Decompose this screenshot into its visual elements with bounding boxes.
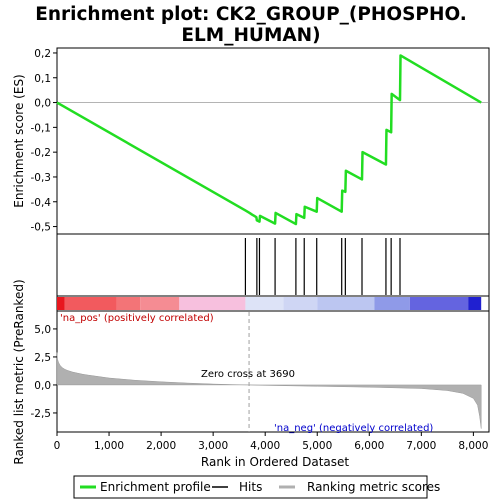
enrichment-profile <box>56 54 482 226</box>
pos-corr-label: 'na_pos' (positively correlated) <box>60 313 214 324</box>
legend-profile-label: Enrichment profile <box>100 480 211 494</box>
es-y-tick-label: -0,3 <box>31 172 52 184</box>
es-y-tick-label: 0,1 <box>34 73 51 85</box>
heatmap-segment <box>64 297 117 310</box>
ranking-metric-fill <box>56 352 482 429</box>
es-y-tick-label: -0,5 <box>31 222 52 234</box>
x-tick-label: 0 <box>54 440 61 452</box>
x-tick-label: 8,000 <box>458 440 488 452</box>
hits <box>244 238 401 295</box>
x-tick-label: 5,000 <box>302 440 332 452</box>
legend: Enrichment profile Hits Ranking metric s… <box>73 475 440 499</box>
es-y-tick-label: -0,4 <box>31 197 52 209</box>
enrichment-profile-line <box>56 54 482 226</box>
es-y-tick-label: -0,2 <box>31 147 52 159</box>
heatmap-segment <box>116 297 141 310</box>
es-y-tick-label: 0,0 <box>34 98 51 110</box>
metric-y-tick-label: 2,5 <box>34 352 51 364</box>
neg-corr-label: 'na_neg' (negatively correlated) <box>274 423 433 434</box>
heatmap-segment <box>374 297 410 310</box>
heatmap-segment <box>468 297 482 310</box>
x-tick-label: 7,000 <box>406 440 436 452</box>
metric-y-tick-label: 5,0 <box>34 324 51 336</box>
hits-panel-frame <box>56 233 490 297</box>
zero-cross-label: Zero cross at 3690 <box>201 369 295 380</box>
x-tick-label: 6,000 <box>354 440 384 452</box>
legend-hits-label: Hits <box>239 480 262 494</box>
heatmap-segment <box>245 297 284 310</box>
heatmap-segment <box>57 297 65 310</box>
chart-title-line-1: Enrichment plot: CK2_GROUP_(PHOSPHO. <box>35 4 467 25</box>
ranking-metric-area <box>56 352 482 429</box>
legend-metric-label: Ranking metric scores <box>307 480 440 494</box>
es-y-tick-label: 0,2 <box>34 48 51 60</box>
heatmap-segment <box>409 297 469 310</box>
es-y-tick-label: -0,1 <box>31 122 52 134</box>
metric-y-tick-label: -2,5 <box>31 408 52 420</box>
metric-y-tick-label: 0,0 <box>34 380 51 392</box>
heatmap-segment <box>179 297 246 310</box>
ranked-heatmap <box>57 297 482 310</box>
x-axis: 0 1,000 2,000 3,000 4,000 5,000 6,000 7,000 8,00… <box>54 432 488 452</box>
es-y-axis: 0,2 0,1 0,0 -0,1 -0,2 -0,3 -0,4 -0,5 <box>31 48 57 234</box>
heatmap-segment <box>283 297 318 310</box>
x-axis-label: Rank in Ordered Dataset <box>201 455 349 469</box>
chart-title-line-2: ELM_HUMAN) <box>181 25 320 46</box>
metric-y-axis: 5,0 2,5 0,0 -2,5 <box>31 324 57 420</box>
x-tick-label: 2,000 <box>146 440 176 452</box>
x-tick-label: 1,000 <box>94 440 124 452</box>
heatmap-segment <box>317 297 375 310</box>
legend-box <box>73 475 428 499</box>
x-tick-label: 3,000 <box>198 440 228 452</box>
metric-y-axis-label: Ranked list metric (PreRanked) <box>12 279 26 464</box>
x-tick-label: 4,000 <box>250 440 280 452</box>
es-y-axis-label: Enrichment score (ES) <box>12 74 26 207</box>
heatmap-segment <box>140 297 180 310</box>
